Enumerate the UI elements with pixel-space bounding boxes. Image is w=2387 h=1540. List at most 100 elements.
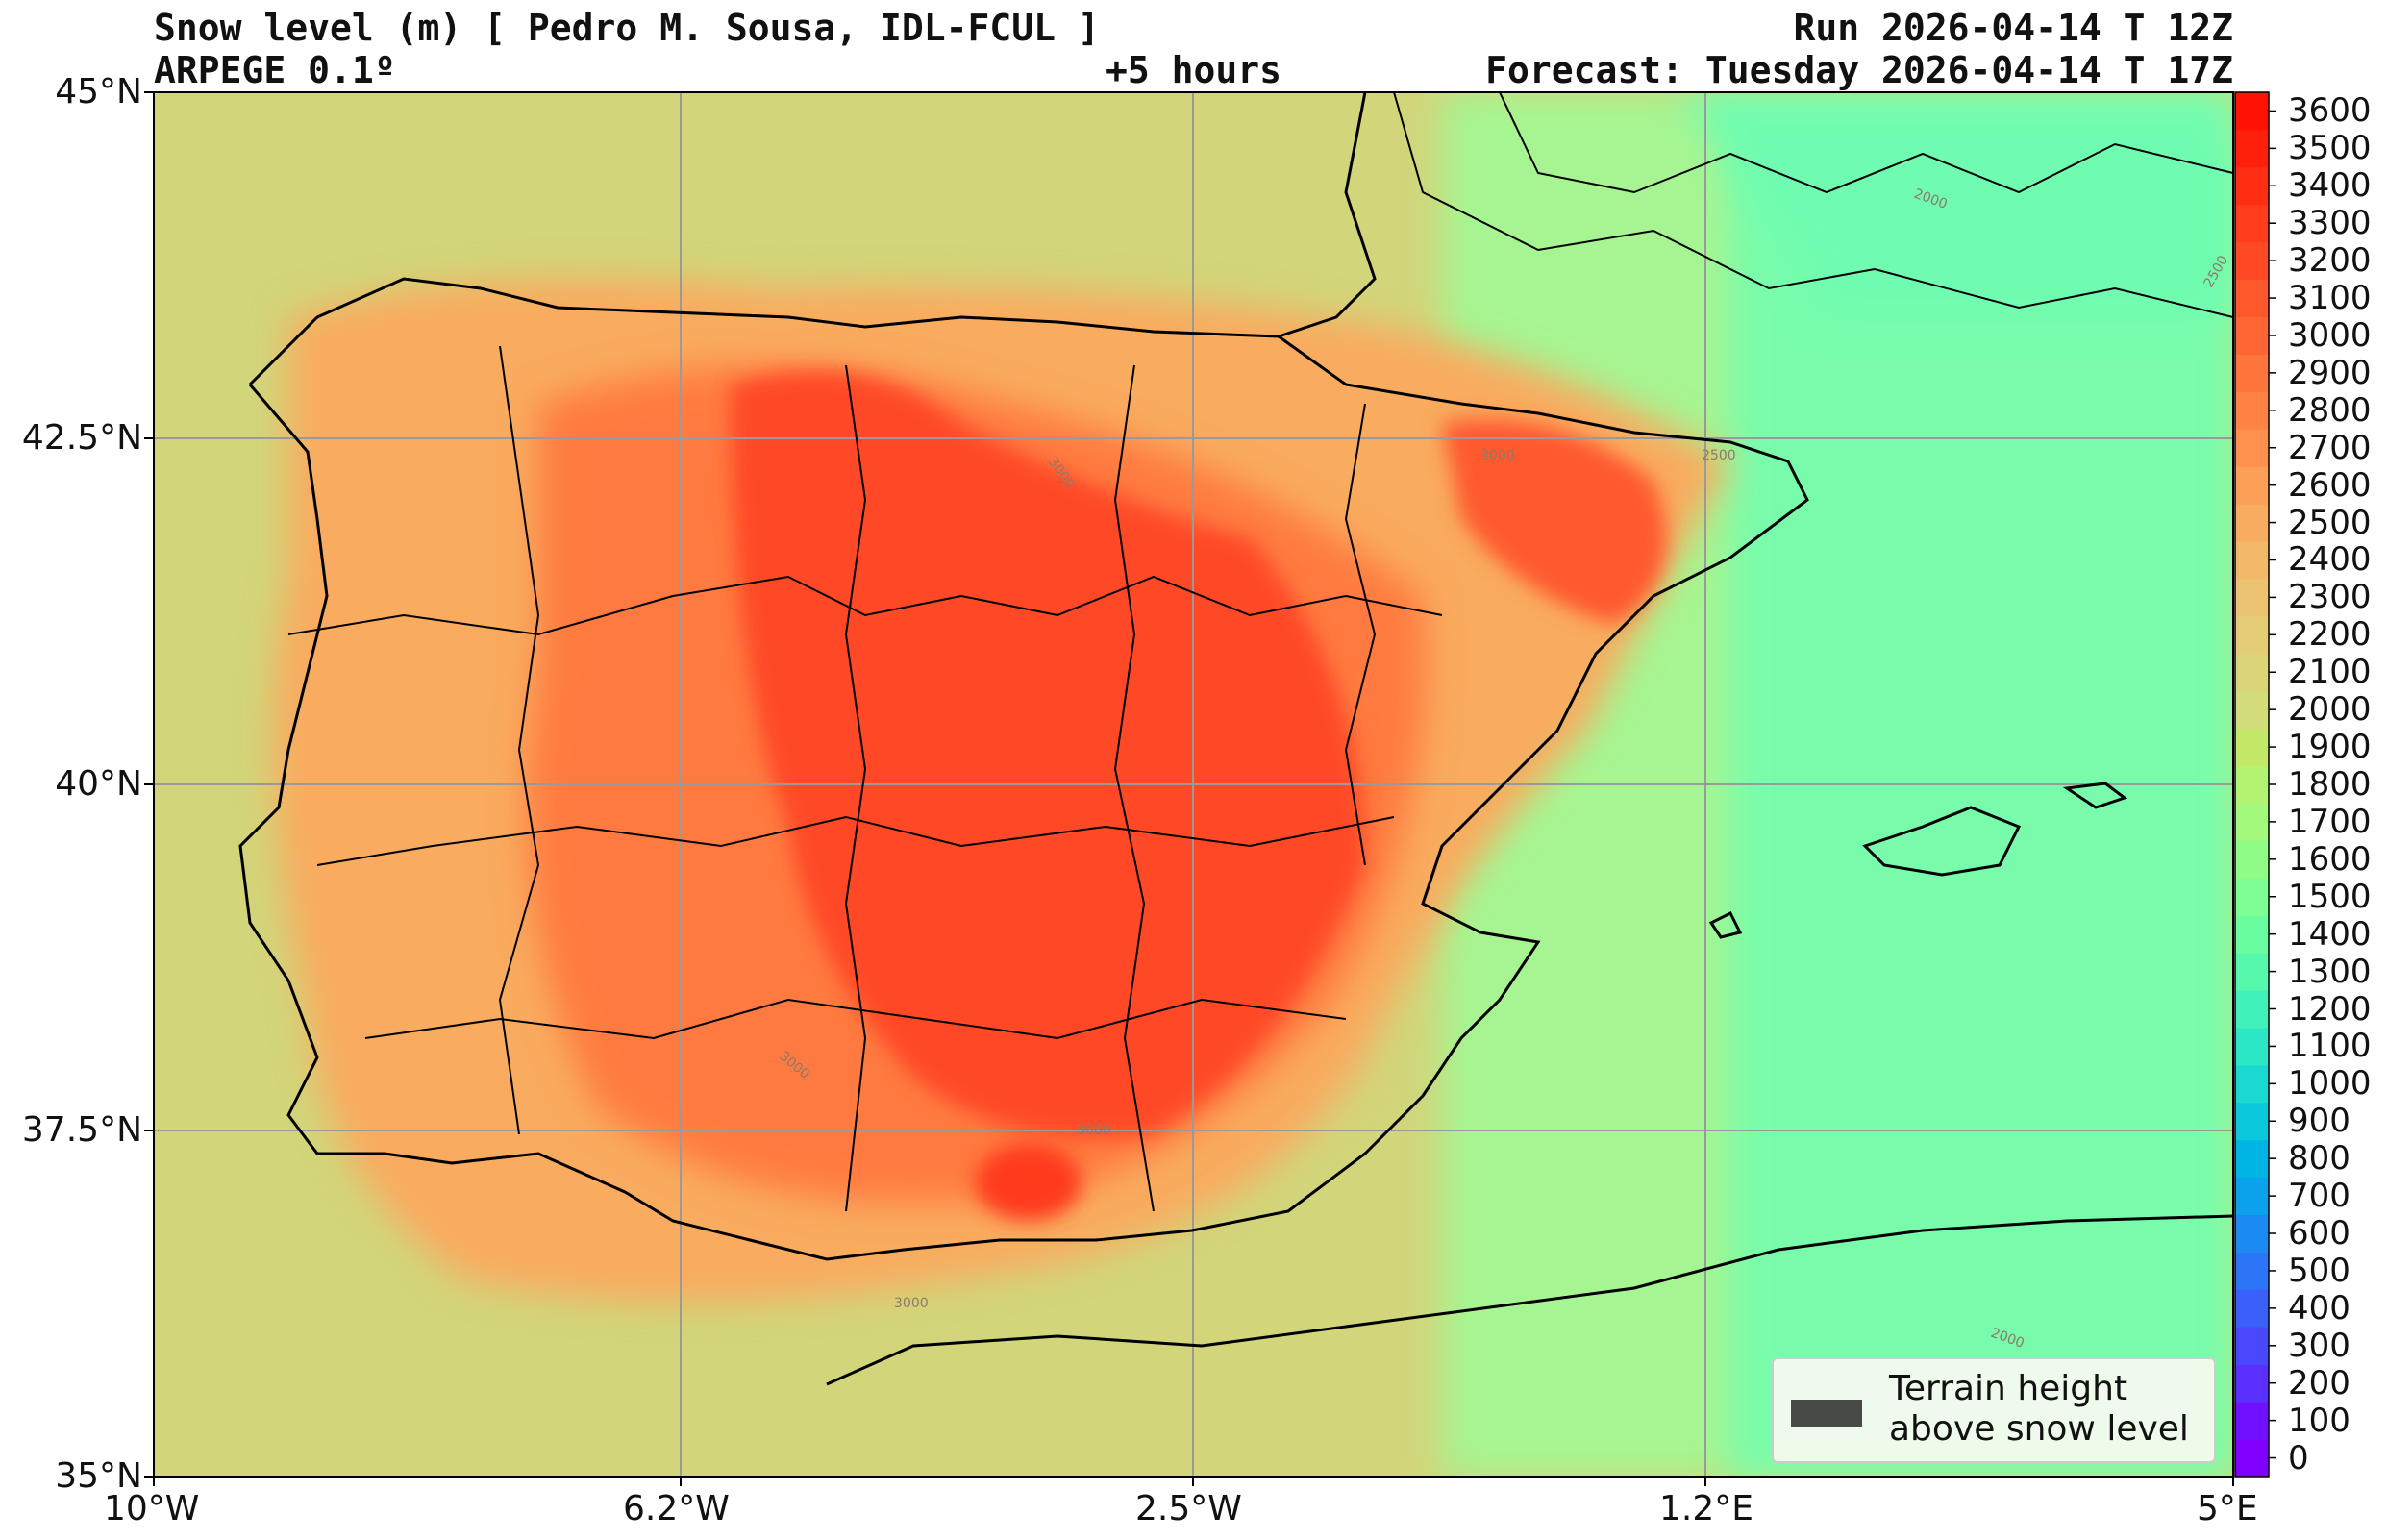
colorbar-segment xyxy=(2235,504,2269,542)
colorbar-tick-label: 900 xyxy=(2288,1102,2350,1141)
lon-label-6-2w: 6.2°W xyxy=(623,1489,730,1528)
colorbar-tick-label: 3400 xyxy=(2288,166,2372,206)
lat-label-35n: 35°N xyxy=(55,1456,142,1496)
colorbar-segment xyxy=(2235,1027,2269,1066)
lead-time-label: +5 hours xyxy=(1106,49,1282,91)
colorbar-tick-label: 100 xyxy=(2288,1401,2350,1440)
colorbar-segment xyxy=(2235,279,2269,318)
colorbar-segment xyxy=(2235,466,2269,505)
map-field: 3000 3000 3000 3000 3000 2500 2500 2000 … xyxy=(154,92,2233,1477)
colorbar-tick-label: 1000 xyxy=(2288,1064,2372,1104)
colorbar-segment xyxy=(2235,840,2269,879)
colorbar-segment xyxy=(2235,1439,2269,1478)
colorbar-tick-label: 0 xyxy=(2288,1438,2309,1478)
contour-label: 3000 xyxy=(894,1296,929,1311)
colorbar-segment xyxy=(2235,1402,2269,1440)
model-label: ARPEGE 0.1º xyxy=(154,49,396,91)
lon-label-10w: 10°W xyxy=(104,1489,200,1528)
colorbar-tick-label: 2600 xyxy=(2288,465,2372,505)
lon-label-5e: 5°E xyxy=(2197,1489,2258,1528)
colorbar-tick-label: 800 xyxy=(2288,1139,2350,1179)
colorbar-tick-label: 2700 xyxy=(2288,428,2372,467)
lat-label-37-5n: 37.5°N xyxy=(21,1110,142,1150)
ebro-hot-zone xyxy=(1442,419,1667,625)
colorbar-segment xyxy=(2235,578,2269,617)
colorbar-segment xyxy=(2235,615,2269,655)
colorbar-tick-label: 1900 xyxy=(2288,728,2372,767)
colorbar-tick-label: 2500 xyxy=(2288,503,2372,542)
colorbar-segment xyxy=(2235,728,2269,767)
axis-ticks xyxy=(144,91,2234,1486)
colorbar-tick-label: 300 xyxy=(2288,1326,2350,1365)
colorbar-segment xyxy=(2235,316,2269,355)
colorbar-segment xyxy=(2235,92,2269,131)
colorbar-tick-label: 1600 xyxy=(2288,839,2372,879)
colorbar-tick-label: 200 xyxy=(2288,1363,2350,1403)
lon-label-1-2e: 1.2°E xyxy=(1659,1489,1753,1528)
colorbar-tick-label: 1100 xyxy=(2288,1027,2372,1066)
colorbar-tick-label: 2200 xyxy=(2288,615,2372,655)
legend-line-1: Terrain height xyxy=(1889,1369,2128,1408)
colorbar-tick-label: 600 xyxy=(2288,1214,2350,1254)
lat-label-45n: 45°N xyxy=(55,72,142,112)
colorbar-segment xyxy=(2235,429,2269,467)
admin-borders xyxy=(287,92,2233,1212)
colorbar-segment xyxy=(2235,1289,2269,1328)
colorbar-segment xyxy=(2235,241,2269,281)
colorbar-segment xyxy=(2235,653,2269,692)
colorbar-frame xyxy=(2234,91,2270,1478)
colorbar-segment xyxy=(2235,915,2269,954)
colorbar-tick-label: 1700 xyxy=(2288,802,2372,841)
colorbar-segment xyxy=(2235,204,2269,243)
colorbar-segment xyxy=(2235,1252,2269,1290)
colorbar-tick-label: 2300 xyxy=(2288,578,2372,617)
lon-label-2-5w: 2.5°W xyxy=(1135,1489,1242,1528)
colorbar-tick-label: 700 xyxy=(2288,1177,2350,1216)
run-label: Run 2026-04-14 T 12Z xyxy=(1793,7,2233,49)
contour-label: 2500 xyxy=(1702,448,1736,463)
contour-label: 3000 xyxy=(1077,1123,1111,1138)
sierra-nevada-hot-zone xyxy=(976,1144,1082,1221)
core-hot-zone xyxy=(731,371,1365,1139)
colorbar-tick-label: 1800 xyxy=(2288,765,2372,804)
graticule xyxy=(154,92,2233,1477)
colorbar-segment xyxy=(2235,1214,2269,1253)
colorbar xyxy=(2235,92,2276,1478)
colorbar-segment xyxy=(2235,129,2269,168)
colorbar-segment xyxy=(2235,1177,2269,1216)
colorbar-tick-label: 500 xyxy=(2288,1251,2350,1290)
colorbar-segment xyxy=(2235,1139,2269,1179)
legend-line-2: above snow level xyxy=(1889,1409,2189,1449)
colorbar-tick-label: 1400 xyxy=(2288,914,2372,954)
colorbar-tick-label: 3200 xyxy=(2288,241,2372,281)
colorbar-tick-label: 3600 xyxy=(2288,91,2372,131)
colorbar-tick-label: 2800 xyxy=(2288,390,2372,430)
colorbar-tick-label: 1300 xyxy=(2288,952,2372,991)
colorbar-segment xyxy=(2235,391,2269,430)
colorbar-segment xyxy=(2235,166,2269,206)
colorbar-segment xyxy=(2235,1064,2269,1104)
colorbar-tick-label: 1200 xyxy=(2288,989,2372,1029)
colorbar-segment xyxy=(2235,690,2269,730)
colorbar-tick-label: 2900 xyxy=(2288,353,2372,392)
colorbar-tick-label: 3300 xyxy=(2288,204,2372,243)
colorbar-tick-label: 3500 xyxy=(2288,129,2372,168)
colorbar-segment xyxy=(2235,953,2269,991)
colorbar-segment xyxy=(2235,1327,2269,1365)
map-title: Snow level (m) [ Pedro M. Sousa, IDL-FCU… xyxy=(154,7,1100,49)
colorbar-tick-label: 2400 xyxy=(2288,540,2372,580)
colorbar-segment xyxy=(2235,541,2269,580)
lat-label-42-5n: 42.5°N xyxy=(21,418,142,458)
forecast-label: Forecast: Tuesday 2026-04-14 T 17Z xyxy=(1485,49,2233,91)
colorbar-segment xyxy=(2235,1364,2269,1403)
colorbar-tick-label: 3100 xyxy=(2288,279,2372,318)
coastlines xyxy=(238,92,2233,1386)
colorbar-segment xyxy=(2235,765,2269,804)
colorbar-tick-label: 3000 xyxy=(2288,315,2372,355)
colorbar-segment xyxy=(2235,878,2269,916)
lat-label-40n: 40°N xyxy=(55,764,142,804)
legend-label: Terrain height above snow level xyxy=(1889,1369,2189,1450)
colorbar-tick-label: 1500 xyxy=(2288,877,2372,916)
alps-field xyxy=(1682,92,2233,317)
